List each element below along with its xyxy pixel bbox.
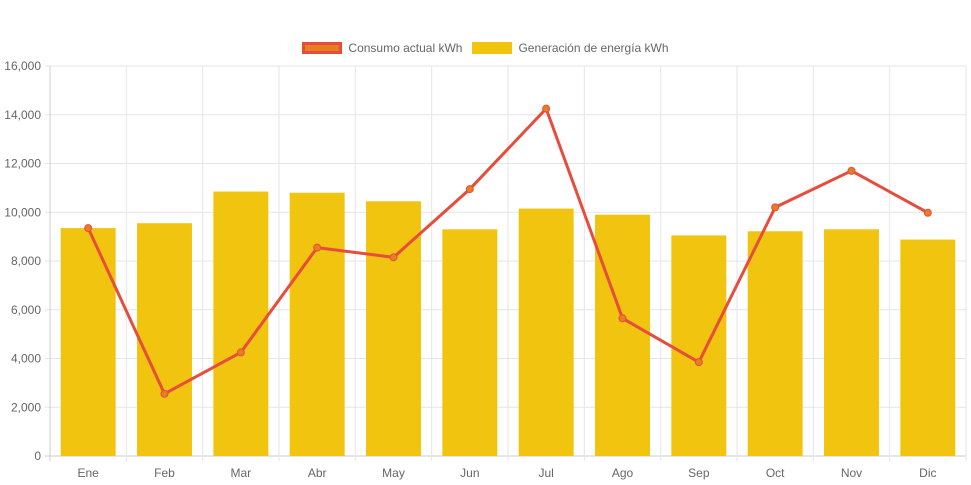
legend-swatch-consumo bbox=[302, 42, 343, 54]
x-tick-label: Nov bbox=[841, 466, 862, 480]
x-tick-label: Jun bbox=[460, 466, 479, 480]
legend-label-generacion: Generación de energía kWh bbox=[518, 41, 669, 55]
bar-generacion-feb bbox=[137, 223, 192, 456]
x-tick-label: Dic bbox=[919, 466, 936, 480]
x-tick-label: Jul bbox=[538, 466, 553, 480]
y-tick-label: 6,000 bbox=[11, 303, 41, 317]
x-tick-label: Oct bbox=[766, 466, 785, 480]
point-consumo-mar bbox=[236, 348, 245, 357]
bar-generacion-nov bbox=[824, 229, 879, 456]
y-tick-label: 0 bbox=[34, 449, 41, 463]
point-consumo-dic bbox=[923, 208, 932, 217]
point-consumo-ago bbox=[618, 314, 627, 323]
legend-item-generacion[interactable]: Generación de energía kWh bbox=[472, 41, 669, 55]
x-tick-label: Ago bbox=[612, 466, 634, 480]
y-tick-label: 8,000 bbox=[11, 254, 41, 268]
bar-generacion-mar bbox=[213, 191, 269, 456]
y-tick-label: 16,000 bbox=[4, 59, 41, 73]
x-tick-label: Abr bbox=[308, 466, 327, 480]
bar-generacion-abr bbox=[289, 192, 345, 456]
y-tick-label: 10,000 bbox=[4, 205, 41, 219]
bar-generacion-oct bbox=[747, 231, 803, 456]
bar-generacion-sep bbox=[671, 235, 727, 456]
line-consumo bbox=[86, 107, 929, 396]
point-consumo-may bbox=[389, 253, 398, 262]
bar-generacion-ago bbox=[595, 214, 650, 456]
y-tick-label: 12,000 bbox=[4, 157, 41, 171]
bar-generacion-jun bbox=[442, 229, 498, 456]
y-tick-label: 4,000 bbox=[11, 352, 41, 366]
point-consumo-nov bbox=[847, 166, 856, 175]
bar-generacion-may bbox=[366, 201, 421, 456]
bar-generacion-jul bbox=[518, 208, 574, 456]
x-tick-label: Sep bbox=[688, 466, 710, 480]
y-tick-label: 2,000 bbox=[11, 400, 41, 414]
x-tick-label: May bbox=[382, 466, 405, 480]
bar-generacion-dic bbox=[900, 239, 956, 456]
point-consumo-jun bbox=[465, 185, 474, 194]
x-tick-label: Ene bbox=[77, 466, 99, 480]
point-consumo-abr bbox=[313, 243, 322, 252]
point-consumo-sep bbox=[694, 358, 703, 367]
point-consumo-oct bbox=[771, 203, 780, 212]
point-consumo-jul bbox=[542, 104, 551, 113]
chart-legend: Consumo actual kWh Generación de energía… bbox=[0, 41, 971, 55]
y-tick-label: 14,000 bbox=[4, 108, 41, 122]
point-consumo-feb bbox=[160, 389, 169, 398]
point-consumo-ene bbox=[84, 224, 93, 233]
legend-label-consumo: Consumo actual kWh bbox=[348, 41, 463, 55]
legend-item-consumo[interactable]: Consumo actual kWh bbox=[302, 41, 462, 55]
legend-swatch-generacion bbox=[472, 42, 513, 54]
bar-generacion-ene bbox=[60, 228, 116, 456]
x-tick-label: Feb bbox=[154, 466, 175, 480]
x-tick-label: Mar bbox=[230, 466, 251, 480]
